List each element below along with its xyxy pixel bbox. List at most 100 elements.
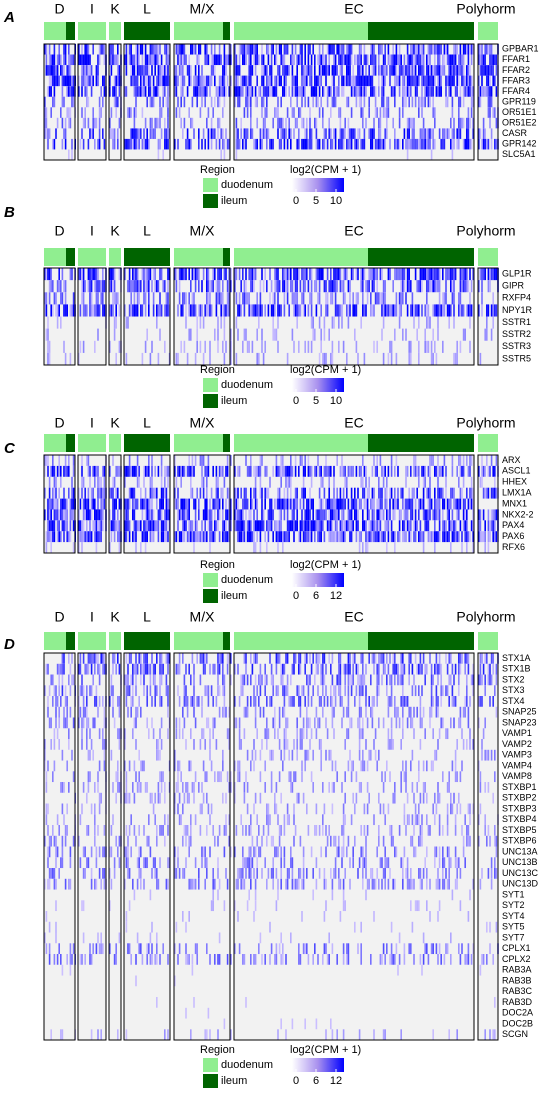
heatmap-cell [83,653,85,664]
heatmap-cell [150,933,152,944]
heatmap-cell [383,55,385,66]
heatmap-cell [256,329,258,341]
heatmap-cell [158,139,160,150]
heatmap-cell [99,793,101,804]
heatmap-cell [156,685,158,696]
heatmap-cell [187,793,189,804]
heatmap-cell [180,118,182,129]
heatmap-cell [277,466,279,477]
heatmap-cell [159,292,161,304]
heatmap-cell [434,520,436,531]
heatmap-cell [68,55,70,66]
heatmap-cell [486,139,488,150]
heatmap-cell [309,268,311,280]
heatmap-cell [466,65,468,76]
heatmap-cell [439,280,441,292]
heatmap-cell [452,97,454,108]
heatmap-cell [320,675,322,686]
heatmap-cell [248,97,250,108]
heatmap-cell [412,55,414,66]
heatmap-cell [244,488,246,499]
heatmap-cell [177,509,179,520]
heatmap-cell [372,531,374,542]
heatmap-cell [296,76,298,87]
heatmap-cell [328,44,330,55]
heatmap-cell [373,653,375,664]
heatmap-cell [423,97,425,108]
heatmap-cell [80,685,82,696]
heatmap-cell [488,304,490,316]
heatmap-cell [162,280,164,292]
heatmap-cell [63,128,65,139]
heatmap-cell [378,44,380,55]
heatmap-cell [328,280,330,292]
heatmap-cell [204,739,206,750]
heatmap-cell [420,44,422,55]
heatmap-cell [437,499,439,510]
heatmap-cell [97,520,99,531]
heatmap-cell [47,499,49,510]
heatmap-cell [148,65,150,76]
heatmap-cell [464,520,466,531]
heatmap-cell [418,76,420,87]
heatmap-cell [177,857,179,868]
heatmap-cell [54,868,56,879]
heatmap-cell [488,509,490,520]
heatmap-cell [399,675,401,686]
heatmap-cell [440,685,442,696]
heatmap-cell [378,653,380,664]
heatmap-cell [488,520,490,531]
heatmap-cell [460,128,462,139]
heatmap-cell [295,653,297,664]
heatmap-cell [92,128,94,139]
heatmap-cell [415,455,417,466]
heatmap-cell [88,750,90,761]
heatmap-cell [83,268,85,280]
heatmap-cell [117,76,119,87]
heatmap-cell [469,466,471,477]
heatmap-cell [177,954,179,965]
heatmap-cell [486,455,488,466]
heatmap-cell [349,531,351,542]
heatmap-cell [332,520,334,531]
heatmap-cell [450,304,452,316]
heatmap-cell [292,509,294,520]
heatmap-cell [150,793,152,804]
heatmap-cell [399,520,401,531]
heatmap-cell [384,664,386,675]
heatmap-cell [148,499,150,510]
heatmap-cell [285,531,287,542]
heatmap-cell [176,44,178,55]
heatmap-cell [496,55,498,66]
heatmap-cell [204,55,206,66]
heatmap-cell [330,685,332,696]
heatmap-cell [222,499,224,510]
heatmap-cell [198,65,200,76]
heatmap-cell [58,488,60,499]
heatmap-cell [60,280,62,292]
heatmap-cell [62,86,64,97]
heatmap-cell [227,954,229,965]
heatmap-cell [408,76,410,87]
heatmap-cell [130,675,132,686]
heatmap-cell [166,520,168,531]
heatmap-cell [129,793,131,804]
heatmap-cell [333,86,335,97]
heatmap-cell [148,664,150,675]
heatmap-cell [99,696,101,707]
heatmap-cell [212,890,214,901]
heatmap-cell [348,65,350,76]
heatmap-cell [352,675,354,686]
heatmap-cell [486,304,488,316]
heatmap-cell [324,317,326,329]
heatmap-cell [437,55,439,66]
heatmap-cell [73,499,75,510]
heatmap-cell [81,488,83,499]
heatmap-cell [266,488,268,499]
heatmap-cell [429,317,431,329]
heatmap-cell [212,55,214,66]
heatmap-cell [225,825,227,836]
heatmap-cell [388,44,390,55]
heatmap-cell [469,531,471,542]
heatmap-cell [211,900,213,911]
